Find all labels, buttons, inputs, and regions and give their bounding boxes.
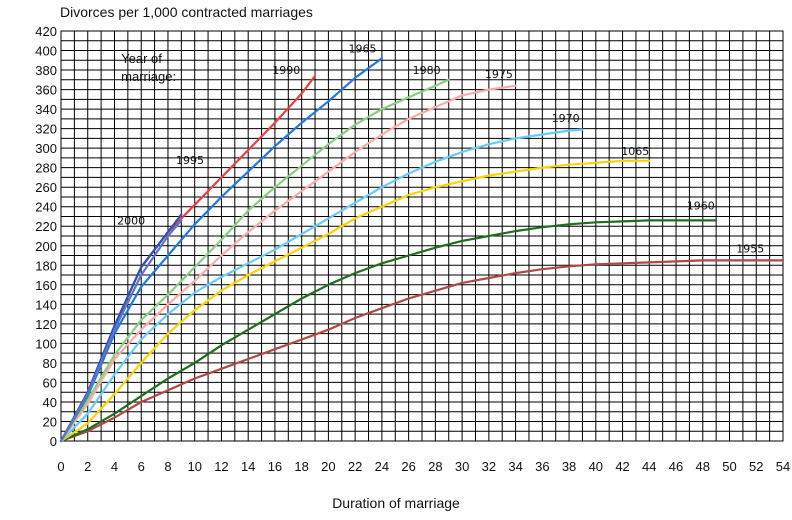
x-tick-label: 4 bbox=[111, 459, 118, 474]
series-line-1955 bbox=[59, 259, 785, 443]
series-line-1975 bbox=[59, 84, 517, 443]
chart-title: Divorces per 1,000 contracted marriages bbox=[60, 4, 313, 20]
y-tick-label: 340 bbox=[35, 102, 57, 117]
x-tick-label: 6 bbox=[138, 459, 145, 474]
legend-title-line: marriage: bbox=[121, 69, 176, 84]
y-tick-label: 140 bbox=[35, 297, 57, 312]
series-label-1980: 1980 bbox=[413, 64, 441, 77]
y-tick-label: 220 bbox=[35, 219, 57, 234]
y-tick-label: 100 bbox=[35, 336, 57, 351]
x-tick-label: 10 bbox=[187, 459, 201, 474]
x-tick-label: 18 bbox=[294, 459, 308, 474]
x-tick-label: 38 bbox=[562, 459, 576, 474]
y-tick-label: 240 bbox=[35, 200, 57, 215]
x-tick-label: 28 bbox=[428, 459, 442, 474]
y-tick-label: 0 bbox=[50, 434, 57, 449]
y-tick-label: 20 bbox=[43, 414, 57, 429]
x-tick-label: 42 bbox=[615, 459, 629, 474]
series-label-1965: 1065 bbox=[621, 145, 649, 158]
x-tick-label: 44 bbox=[642, 459, 656, 474]
series-label-1960: 1960 bbox=[687, 200, 715, 213]
x-axis-label: Duration of marriage bbox=[332, 495, 460, 511]
y-tick-label: 60 bbox=[43, 375, 57, 390]
y-tick-label: 200 bbox=[35, 239, 57, 254]
x-tick-label: 0 bbox=[57, 459, 64, 474]
x-tick-label: 14 bbox=[241, 459, 255, 474]
series-line-1980 bbox=[59, 78, 450, 443]
y-tick-label: 120 bbox=[35, 317, 57, 332]
y-tick-label: 360 bbox=[35, 83, 57, 98]
series-label-1975: 1975 bbox=[485, 68, 513, 81]
x-tick-label: 36 bbox=[535, 459, 549, 474]
series-lines bbox=[59, 57, 785, 443]
y-tick-label: 40 bbox=[43, 395, 57, 410]
y-tick-label: 280 bbox=[35, 161, 57, 176]
y-tick-label: 420 bbox=[35, 24, 57, 39]
y-tick-label: 260 bbox=[35, 180, 57, 195]
series-line-1985 bbox=[59, 57, 383, 443]
x-tick-label: 50 bbox=[722, 459, 736, 474]
x-tick-label: 40 bbox=[589, 459, 603, 474]
y-tick-label: 380 bbox=[35, 63, 57, 78]
x-tick-label: 26 bbox=[401, 459, 415, 474]
series-label-1985: 1965 bbox=[348, 42, 376, 55]
x-tick-label: 48 bbox=[696, 459, 710, 474]
x-tick-label: 8 bbox=[164, 459, 171, 474]
y-tick-label: 320 bbox=[35, 122, 57, 137]
x-tick-label: 12 bbox=[214, 459, 228, 474]
series-label-1995: 1995 bbox=[176, 154, 204, 167]
series-line-1970 bbox=[59, 128, 584, 443]
y-tick-label: 300 bbox=[35, 141, 57, 156]
grid bbox=[60, 30, 784, 442]
series-label-2000: 2000 bbox=[117, 214, 145, 227]
x-tick-label: 34 bbox=[508, 459, 522, 474]
series-line-2000 bbox=[59, 219, 183, 443]
x-tick-label: 22 bbox=[348, 459, 362, 474]
x-tick-label: 2 bbox=[84, 459, 91, 474]
axis-ticks: 0 2 4 6 8 10 12 14 16 18 20 22 24 26 28 30 32 34 36 38 40 42 4… bbox=[35, 24, 790, 474]
series-label-1970: 1970 bbox=[552, 112, 580, 125]
x-tick-label: 46 bbox=[669, 459, 683, 474]
series-label-1990: 1990 bbox=[272, 64, 300, 77]
series-label-1955: 1955 bbox=[736, 243, 764, 256]
x-tick-label: 54 bbox=[776, 459, 790, 474]
x-tick-label: 20 bbox=[321, 459, 335, 474]
x-tick-label: 52 bbox=[749, 459, 763, 474]
x-tick-label: 16 bbox=[268, 459, 282, 474]
series-line-1960 bbox=[59, 219, 718, 443]
series-labels: 1955 1960 1065 1970 1975 1980 1965 1990 1995 2000 bbox=[117, 42, 764, 255]
x-tick-label: 24 bbox=[375, 459, 389, 474]
y-tick-label: 400 bbox=[35, 44, 57, 59]
y-tick-label: 160 bbox=[35, 278, 57, 293]
x-tick-label: 30 bbox=[455, 459, 469, 474]
series-line-1965 bbox=[59, 159, 651, 443]
legend-title: Year of marriage: bbox=[121, 51, 176, 84]
legend-title-line: Year of bbox=[121, 51, 162, 66]
y-tick-label: 80 bbox=[43, 356, 57, 371]
x-tick-label: 32 bbox=[482, 459, 496, 474]
y-tick-label: 180 bbox=[35, 258, 57, 273]
